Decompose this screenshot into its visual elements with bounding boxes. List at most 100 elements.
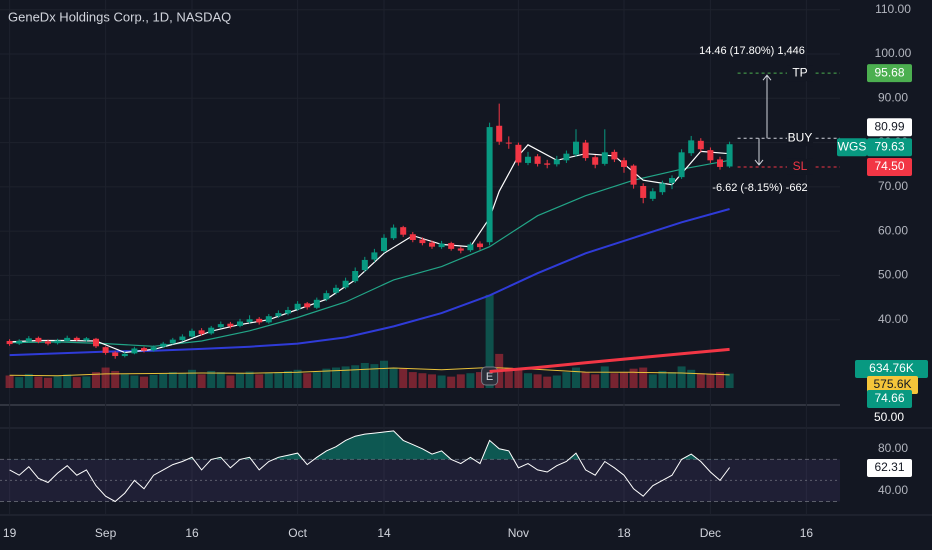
candle-body (688, 140, 695, 154)
volume-bar (591, 374, 600, 388)
volume-bar (140, 376, 148, 388)
volume-bar (389, 367, 398, 388)
candle-body (304, 303, 311, 308)
volume-bar (610, 373, 619, 388)
candle-body (217, 324, 224, 328)
volume-bar (668, 372, 676, 388)
earnings-label: E (486, 371, 493, 383)
candle-body (54, 340, 61, 344)
candle-body (457, 248, 464, 251)
volume-last-box (855, 360, 928, 378)
volume-bar (236, 373, 244, 388)
volume-bar (149, 374, 158, 388)
loss-arrowhead (754, 159, 764, 166)
sl-price-box (867, 157, 912, 176)
candle-body (573, 141, 579, 155)
volume-bar (34, 376, 43, 388)
volume-bar (226, 375, 235, 388)
volume-bar (5, 375, 14, 388)
volume-bar (572, 367, 580, 388)
volume-bar (399, 368, 408, 388)
x-tick-label: Sep (95, 526, 117, 540)
volume-bar (370, 364, 379, 388)
rsi-overbought-fill (9, 430, 730, 460)
x-tick-label: 16 (800, 526, 814, 540)
candle-body (544, 163, 551, 165)
volume-bar (24, 373, 33, 388)
volume-bar (178, 373, 187, 388)
candle-body (112, 352, 119, 357)
volume-bar (447, 376, 456, 388)
y-tick-label: 70.00 (878, 179, 908, 193)
candle-body (621, 160, 627, 167)
candle-body (400, 227, 407, 235)
volume-ma (9, 366, 730, 377)
candle-body (553, 159, 560, 165)
volume-bar (82, 376, 91, 388)
indicator-last-box (867, 390, 912, 408)
candle-body (419, 239, 426, 244)
candle-body (592, 157, 599, 165)
profit-text: 14.46 (17.80%) 1,446 (699, 45, 805, 57)
volume-ma-last-box (867, 376, 918, 394)
candle-body (477, 243, 483, 248)
candle-body (448, 243, 455, 249)
candle-body (467, 244, 474, 251)
candle-body (409, 234, 416, 241)
candle-body (102, 347, 109, 353)
candle-body (582, 142, 589, 159)
volume-bar (620, 372, 628, 388)
candle-body (352, 271, 359, 282)
volume-bar (408, 372, 417, 388)
x-tick-label: 19 (3, 526, 17, 540)
rsi-last-box (867, 459, 912, 477)
volume-bar (629, 368, 638, 388)
volume-bar (514, 369, 523, 388)
volume-bar (322, 368, 331, 388)
volume-bar (600, 366, 609, 388)
volume-bar (216, 372, 225, 388)
candle-body (496, 125, 503, 142)
volume-bar (72, 377, 81, 388)
volume-bar (351, 365, 360, 388)
entry-price: 80.99 (874, 119, 904, 133)
volume-bar (101, 367, 110, 388)
y-tick-label: 60.00 (878, 223, 908, 237)
volume-bar (543, 376, 552, 388)
candle-body (563, 153, 570, 161)
candle-body (93, 338, 99, 347)
volume-bar (533, 374, 542, 388)
volume-bar (255, 374, 264, 388)
y-tick-label: 100.00 (875, 46, 912, 60)
x-tick-label: 14 (377, 526, 391, 540)
candle-body (323, 293, 330, 300)
candle-body (381, 237, 387, 252)
volume-bar (63, 374, 72, 388)
tp-price-box (867, 64, 912, 83)
candle-body (669, 178, 675, 183)
volume-bar (485, 294, 494, 388)
volume-bar (332, 367, 340, 388)
candle-body (717, 159, 723, 167)
candle-body (16, 340, 23, 344)
moving-average (9, 159, 730, 347)
volume-bar (658, 370, 667, 388)
candle-body (649, 191, 656, 199)
last-price-box (867, 138, 912, 157)
symbol: WGS (838, 139, 867, 153)
volume-bar (130, 375, 139, 388)
volume-bar (303, 373, 312, 388)
candle-body (121, 353, 128, 357)
candle-body (45, 341, 51, 344)
volume-bar (562, 372, 571, 388)
candle-body (333, 287, 339, 293)
volume-bar (696, 373, 705, 388)
volume-bar (284, 370, 292, 388)
candle-body (237, 321, 243, 326)
symbol-box (837, 138, 867, 157)
candle-body (611, 151, 618, 160)
volume-bar (264, 372, 273, 388)
volume-bar (293, 369, 302, 388)
volume-bar (120, 374, 129, 388)
candle-body (726, 144, 733, 167)
